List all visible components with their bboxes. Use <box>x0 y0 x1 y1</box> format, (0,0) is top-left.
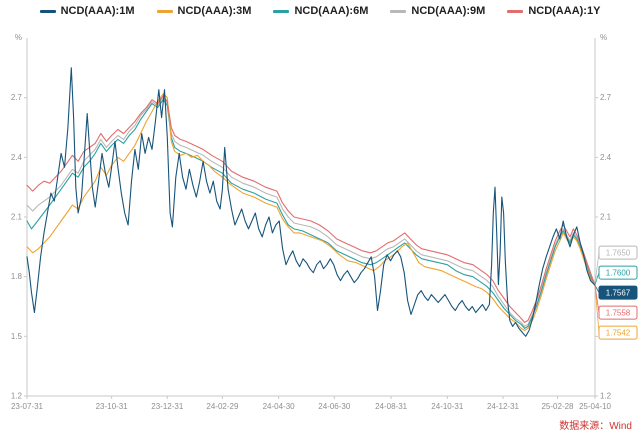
y-axis-tick-label-left: 1.5 <box>11 332 23 341</box>
end-value-label-ncd-aaa-3m: 1.7542 <box>606 328 631 337</box>
x-axis-tick-label: 25-04-10 <box>579 402 612 411</box>
end-label-leader <box>594 252 600 284</box>
end-value-box-ncd-aaa-3m <box>598 325 638 340</box>
legend-line-marker <box>390 9 407 13</box>
y-axis-tick-label-left: 2.1 <box>11 213 23 222</box>
series-line-ncd-aaa-1y[interactable] <box>26 95 596 323</box>
end-value-label-ncd-aaa-9m: 1.7650 <box>606 248 631 257</box>
y-axis-tick-label-left: 1.2 <box>11 392 23 401</box>
line-chart-canvas[interactable]: 1.21.21.51.51.81.82.12.12.42.42.72.7%%23… <box>0 22 640 422</box>
x-axis-tick-label: 23-12-31 <box>151 402 184 411</box>
legend-item-label: NCD(AAA):1M <box>60 5 135 17</box>
legend-item-label: NCD(AAA):6M <box>294 5 369 17</box>
legend-item-ncd-aaa-6m[interactable]: NCD(AAA):6M <box>273 5 368 17</box>
legend-item-ncd-aaa-1y[interactable]: NCD(AAA):1Y <box>507 5 600 17</box>
legend-line-marker <box>273 9 290 13</box>
legend-line-marker <box>507 9 524 13</box>
end-value-box-ncd-aaa-1m <box>598 285 638 300</box>
y-axis-tick-label-left: 2.4 <box>11 153 23 162</box>
y-axis-tick-label-left: 1.8 <box>11 272 23 281</box>
y-axis-tick-label-right: 1.2 <box>600 392 612 401</box>
x-axis-tick-label: 24-02-29 <box>206 402 239 411</box>
legend-item-ncd-aaa-3m[interactable]: NCD(AAA):3M <box>156 5 252 17</box>
data-source-label: 数据来源：Wind <box>559 421 632 432</box>
end-value-label-ncd-aaa-6m: 1.7600 <box>606 268 631 277</box>
end-label-leader <box>594 272 600 285</box>
x-axis-tick-label: 24-04-30 <box>263 402 296 411</box>
series-line-ncd-aaa-6m[interactable] <box>26 99 596 329</box>
legend-item-label: NCD(AAA):3M <box>177 5 252 17</box>
y-axis-tick-label-left: 2.7 <box>11 93 23 102</box>
end-value-label-ncd-aaa-1y: 1.7558 <box>606 308 631 317</box>
y-axis-unit-right: % <box>600 33 607 42</box>
legend-item-ncd-aaa-9m[interactable]: NCD(AAA):9M <box>390 5 485 17</box>
end-value-box-ncd-aaa-6m <box>598 265 638 280</box>
series-line-ncd-aaa-1m[interactable] <box>26 67 596 337</box>
y-axis-tick-label-right: 2.7 <box>600 93 612 102</box>
legend-item-label: NCD(AAA):1Y <box>528 5 601 17</box>
series-line-ncd-aaa-3m[interactable] <box>26 93 596 331</box>
end-label-leader <box>594 285 600 333</box>
y-axis-unit-left: % <box>15 33 22 42</box>
x-axis-tick-label: 23-10-31 <box>96 402 129 411</box>
legend-line-marker <box>156 9 173 13</box>
legend-line-marker <box>39 9 56 13</box>
end-value-box-ncd-aaa-1y <box>598 305 638 320</box>
legend-item-label: NCD(AAA):9M <box>411 5 486 17</box>
y-axis-tick-label-right: 2.4 <box>600 153 612 162</box>
x-axis-tick-label: 24-06-30 <box>318 402 351 411</box>
x-axis-tick-label: 24-08-31 <box>375 402 408 411</box>
y-axis-tick-label-right: 2.1 <box>600 213 612 222</box>
legend-item-ncd-aaa-1m[interactable]: NCD(AAA):1M <box>39 5 135 17</box>
series-line-ncd-aaa-9m[interactable] <box>26 97 596 327</box>
x-axis-tick-label: 24-12-31 <box>487 402 520 411</box>
end-value-box-ncd-aaa-9m <box>598 245 638 260</box>
x-axis-tick-label: 24-10-31 <box>431 402 464 411</box>
x-axis-tick-label: 23-07-31 <box>11 402 44 411</box>
chart-legend: NCD(AAA):1M NCD(AAA):3M NCD(AAA):6M NCD(AAA… <box>0 5 640 17</box>
x-axis-tick-label: 25-02-28 <box>541 402 574 411</box>
end-label-leader <box>594 285 600 293</box>
end-value-label-ncd-aaa-1m: 1.7567 <box>606 288 631 297</box>
